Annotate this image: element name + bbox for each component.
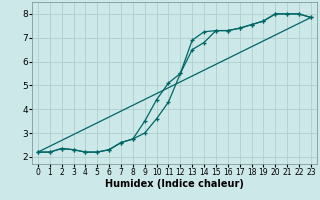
X-axis label: Humidex (Indice chaleur): Humidex (Indice chaleur) <box>105 179 244 189</box>
